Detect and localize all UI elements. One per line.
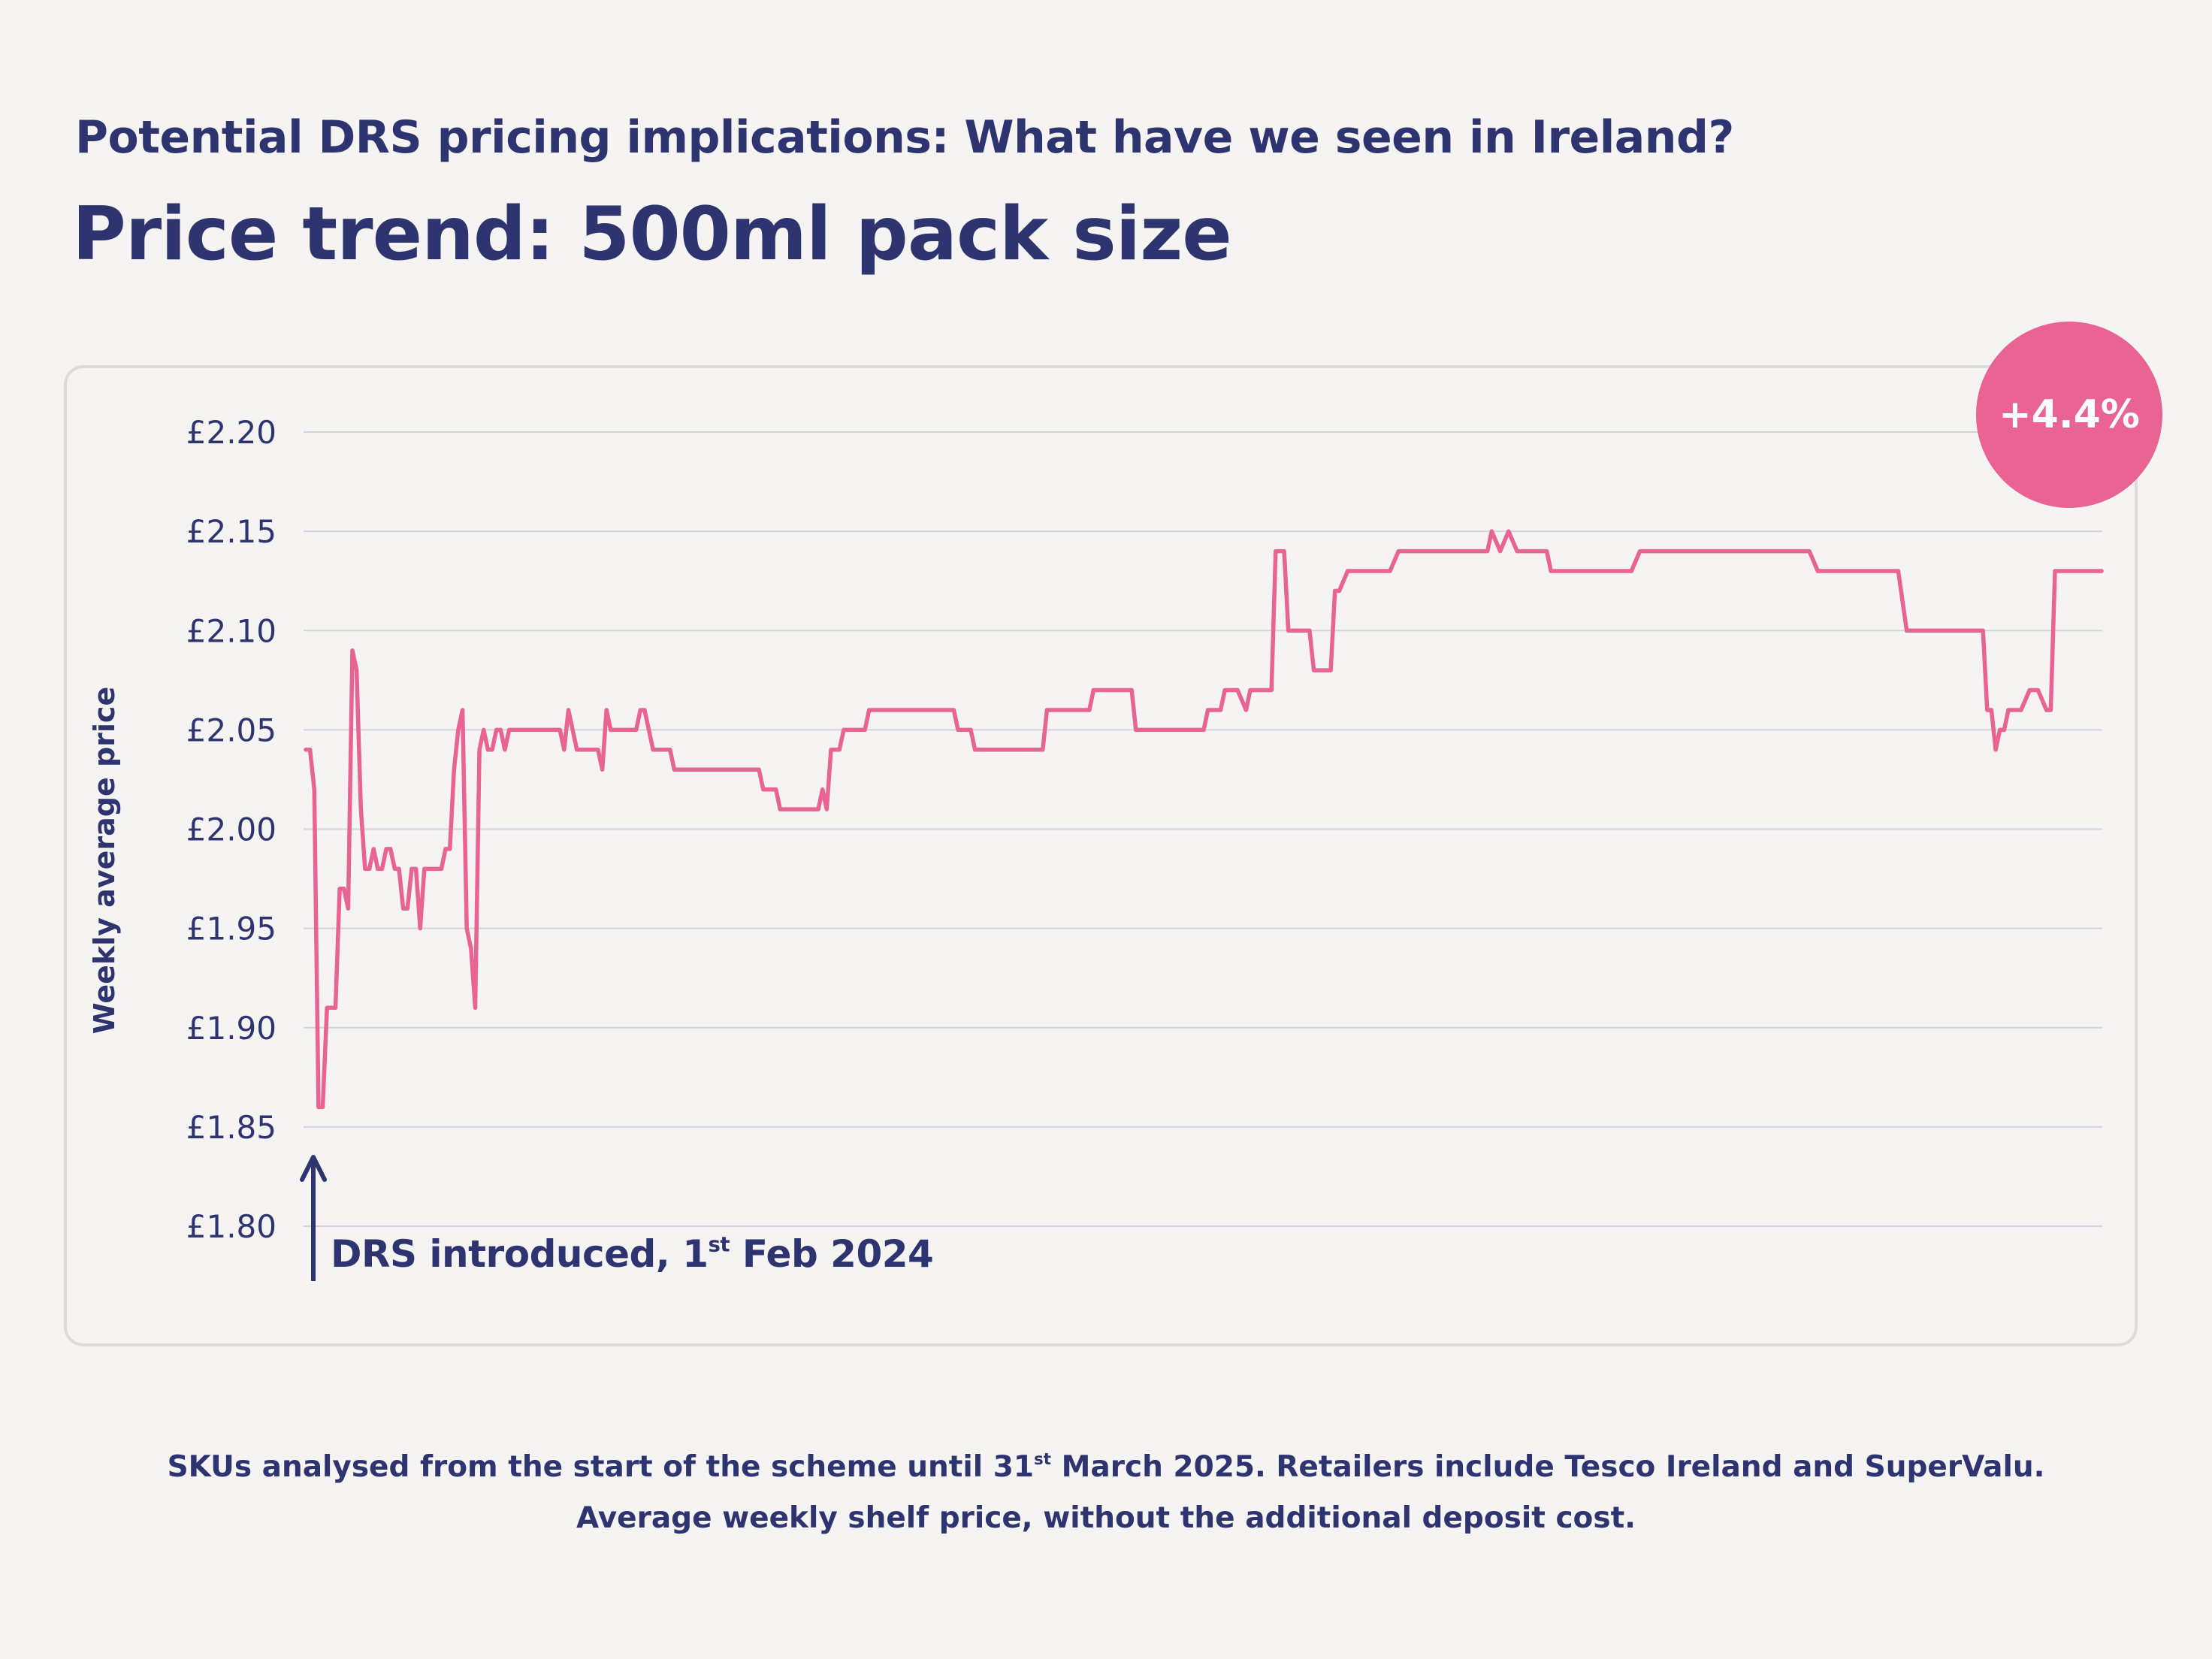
y-tick-label: £1.90 <box>186 1010 276 1047</box>
y-tick-label: £2.10 <box>186 612 276 649</box>
y-tick-label: £1.95 <box>186 911 276 947</box>
footnote-line-1: SKUs analysed from the start of the sche… <box>0 1450 2212 1484</box>
footnote-line-2: Average weekly shelf price, without the … <box>576 1501 1636 1535</box>
footnote-superscript: st <box>1034 1449 1052 1469</box>
change-badge: +4.4% <box>1976 322 2162 508</box>
y-tick-label: £2.00 <box>186 811 276 848</box>
y-tick-label: £2.20 <box>186 414 276 451</box>
footnote-text: SKUs analysed from the start of the sche… <box>167 1450 1035 1484</box>
footnote-text-end: March 2025. Retailers include Tesco Irel… <box>1051 1450 2045 1484</box>
drs-introduced-annotation: DRS introduced, 1st Feb 2024 <box>331 1232 934 1276</box>
arrow-head-icon <box>300 1155 327 1182</box>
y-axis-label: Weekly average price <box>88 687 121 1034</box>
annotation-text: DRS introduced, 1 <box>331 1232 709 1276</box>
y-tick-label: £2.15 <box>186 513 276 550</box>
drs-intro-arrow <box>300 1155 327 1281</box>
y-tick-label: £1.80 <box>186 1208 276 1245</box>
gridlines <box>304 431 2102 1227</box>
y-tick-label: £1.85 <box>186 1109 276 1146</box>
annotation-superscript: st <box>708 1232 730 1257</box>
annotation-text-date: Feb 2024 <box>730 1232 934 1276</box>
page-subtitle: Potential DRS pricing implications: What… <box>75 111 1734 164</box>
change-badge-label: +4.4% <box>1999 392 2140 437</box>
chart-panel <box>64 365 2138 1346</box>
price-series-line <box>304 529 2104 1110</box>
page-title: Price trend: 500ml pack size <box>72 192 1232 277</box>
y-tick-label: £2.05 <box>186 712 276 748</box>
y-axis-ticks: £2.20 £2.15 £2.10 £2.05 £2.00 £1.95 £1.90 £1.85… <box>186 414 276 1245</box>
